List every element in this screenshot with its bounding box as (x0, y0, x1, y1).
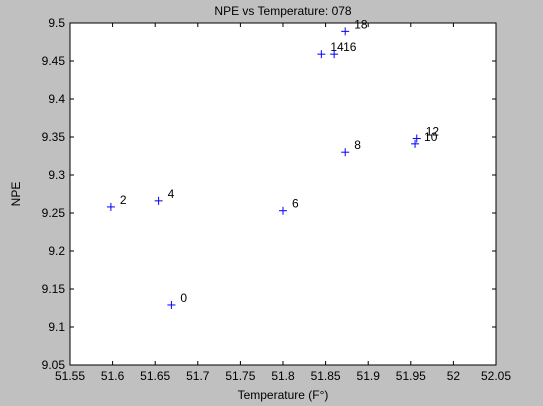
y-tick-label: 9.05 (42, 358, 66, 372)
chart-title: NPE vs Temperature: 078 (214, 4, 352, 18)
x-tick-label: 51.6 (101, 369, 125, 383)
point-label: 6 (292, 197, 299, 211)
data-point: 16 (330, 40, 357, 59)
y-tick-label: 9.2 (48, 244, 65, 258)
point-label: 10 (424, 130, 438, 144)
y-tick-label: 9.3 (48, 168, 65, 182)
point-label: 18 (354, 17, 368, 31)
data-point: 8 (341, 138, 361, 157)
plot-area (69, 22, 497, 366)
x-tick-label: 51.85 (311, 369, 341, 383)
data-point: 6 (279, 197, 299, 215)
point-label: 16 (343, 40, 357, 54)
x-tick-label: 52 (447, 369, 461, 383)
data-point: 4 (154, 187, 175, 205)
y-tick-label: 9.4 (48, 92, 65, 106)
data-point: 12 (412, 125, 440, 143)
data-point: 10 (411, 130, 438, 148)
point-label: 12 (426, 125, 440, 139)
y-axis-ticks: 9.05 9.1 9.15 9.2 9.25 9.3 9.35 9.4 9.45 9.5 (42, 16, 496, 372)
x-tick-label: 51.9 (357, 369, 381, 383)
x-tick-label: 51.8 (271, 369, 295, 383)
x-tick-label: 51.75 (225, 369, 255, 383)
y-tick-label: 9.5 (48, 16, 65, 30)
point-label: 2 (120, 193, 127, 207)
x-tick-label: 51.7 (186, 369, 210, 383)
point-label: 8 (354, 138, 361, 152)
x-axis-ticks: 51.55 51.6 51.65 51.7 51.75 51.8 51.85 51.9 51.9… (55, 23, 511, 383)
y-tick-label: 9.45 (42, 54, 66, 68)
x-axis-label: Temperature (F°) (238, 388, 329, 402)
data-point: 18 (341, 17, 368, 36)
y-tick-label: 9.25 (42, 206, 66, 220)
x-tick-label: 52.05 (481, 369, 511, 383)
data-point: 2 (106, 193, 127, 211)
y-tick-label: 9.15 (42, 282, 66, 296)
y-tick-label: 9.35 (42, 130, 66, 144)
x-tick-label: 51.55 (55, 369, 85, 383)
x-tick-label: 51.95 (396, 369, 426, 383)
y-axis-label: NPE (9, 182, 23, 207)
point-label: 0 (180, 291, 187, 305)
point-label: 14 (330, 40, 344, 54)
point-label: 4 (168, 187, 175, 201)
x-tick-label: 51.65 (140, 369, 170, 383)
y-tick-label: 9.1 (48, 320, 65, 334)
data-point: 0 (167, 291, 187, 309)
